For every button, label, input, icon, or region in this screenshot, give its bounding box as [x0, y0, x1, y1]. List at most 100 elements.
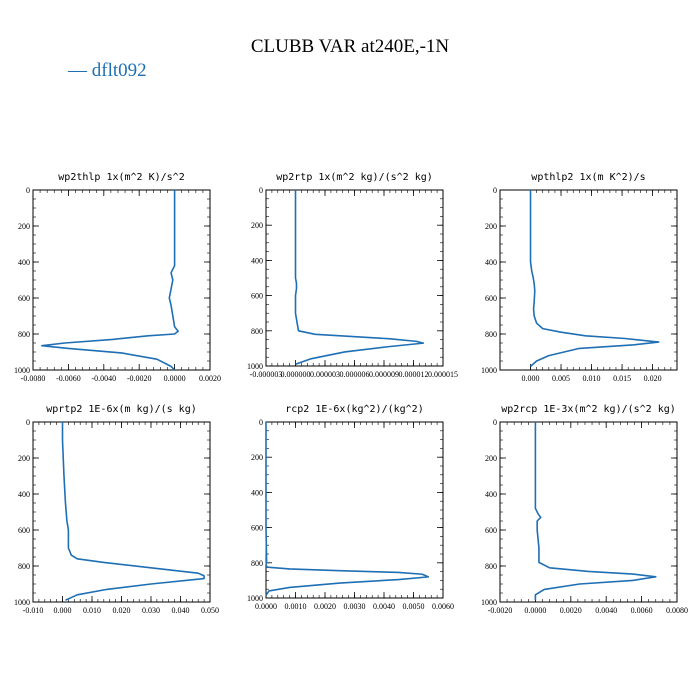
x-tick-label: 0.0040 [373, 602, 395, 611]
series-line [265, 422, 430, 596]
x-tick-label: -0.0040 [91, 374, 116, 383]
y-tick-label: 800 [485, 562, 497, 571]
y-tick-label: 800 [251, 559, 263, 568]
y-tick-label: 400 [485, 490, 497, 499]
chart-title: rcp2 1E-6x(kg^2)/(kg^2) [285, 404, 423, 415]
x-tick-label: 0.0010 [285, 602, 307, 611]
y-tick-label: 400 [251, 256, 263, 265]
y-tick-label: 1000 [247, 594, 263, 603]
y-tick-label: 600 [485, 294, 497, 303]
plot-frame [32, 421, 211, 603]
y-tick-label: 200 [18, 222, 30, 231]
legend: — dflt092 [68, 60, 147, 82]
y-tick-label: 0 [259, 418, 263, 427]
y-tick-label: 600 [251, 524, 263, 533]
y-tick-label: 400 [485, 258, 497, 267]
y-tick-label: 800 [18, 330, 30, 339]
series-line [294, 190, 425, 365]
series-line [41, 190, 179, 371]
x-tick-label: 0.015 [613, 374, 631, 383]
y-tick-label: 0 [493, 418, 497, 427]
x-tick-label: 0.000000 [281, 370, 311, 379]
x-tick-label: 0.0050 [403, 602, 425, 611]
chart-panel-1: wp2thlp 1x(m^2 K)/s^2 -0.0080 -0.0060 -0.00… [14, 172, 221, 383]
y-tick-label: 0 [493, 186, 497, 195]
x-tick-label: 0.0020 [199, 374, 221, 383]
y-tick-label: 1000 [481, 598, 497, 607]
x-tick-label: 0.000 [54, 606, 72, 615]
y-tick-label: 1000 [14, 366, 30, 375]
x-tick-label: 0.000015 [428, 370, 458, 379]
x-tick-label: 0.010 [83, 606, 101, 615]
y-tick-label: 200 [251, 221, 263, 230]
x-tick-label: 0.005 [552, 374, 570, 383]
x-tick-label: 0.0060 [432, 602, 454, 611]
y-tick-label: 400 [18, 258, 30, 267]
chart-title: wp2rtp 1x(m^2 kg)/(s^2 kg) [276, 172, 433, 183]
x-tick-label: -0.0060 [56, 374, 81, 383]
x-tick-label: 0.020 [644, 374, 662, 383]
y-tick-label: 800 [18, 562, 30, 571]
y-tick-label: 1000 [14, 598, 30, 607]
x-tick-label: 0.020 [113, 606, 131, 615]
x-tick-label: -0.0020 [127, 374, 152, 383]
y-tick-label: 200 [251, 453, 263, 462]
y-tick-label: 200 [485, 454, 497, 463]
legend-marker: — [68, 60, 87, 81]
x-tick-label: 0.010 [583, 374, 601, 383]
plot-frame [499, 421, 678, 603]
y-tick-label: 0 [259, 186, 263, 195]
y-tick-label: 1000 [247, 362, 263, 371]
y-tick-label: 1000 [481, 366, 497, 375]
x-tick-label: 0.000 [522, 374, 540, 383]
x-tick-label: 0.0040 [595, 606, 617, 615]
y-tick-label: 200 [18, 454, 30, 463]
y-tick-label: 800 [251, 327, 263, 336]
y-tick-label: 600 [18, 526, 30, 535]
y-tick-label: 400 [18, 490, 30, 499]
chart-title: wpthlp2 1x(m K^2)/s [531, 172, 645, 183]
chart-panel-2: wp2rtp 1x(m^2 kg)/(s^2 kg)-0.0000030.000… [247, 172, 458, 379]
chart-panel-5: rcp2 1E-6x(kg^2)/(kg^2) 0.0000 0.0010 0.002… [247, 404, 454, 611]
chart-panel-6: wp2rcp 1E-3x(m^2 kg)/(s^2 kg) -0.0020 0.00… [481, 404, 688, 615]
x-tick-label: 0.000003 [310, 370, 340, 379]
y-tick-label: 200 [485, 222, 497, 231]
x-tick-label: 0.0030 [344, 602, 366, 611]
chart-panel-3: wpthlp2 1x(m K^2)/s 0.000 0.005 0.010 0.015 0… [481, 172, 678, 383]
series-line [61, 422, 205, 601]
y-tick-label: 600 [485, 526, 497, 535]
x-tick-label: 0.040 [172, 606, 190, 615]
series-line [529, 190, 660, 367]
x-tick-label: 0.0060 [631, 606, 653, 615]
page-title: CLUBB VAR at240E,-1N [250, 36, 450, 57]
y-tick-label: 0 [26, 418, 30, 427]
x-tick-label: -0.000003 [250, 370, 283, 379]
chart-title: wp2rcp 1E-3x(m^2 kg)/(s^2 kg) [501, 404, 676, 415]
y-tick-label: 600 [251, 292, 263, 301]
x-tick-label: 0.050 [201, 606, 219, 615]
x-tick-label: 0.0000 [524, 606, 546, 615]
y-tick-label: 0 [26, 186, 30, 195]
y-tick-label: 800 [485, 330, 497, 339]
x-tick-label: 0.000009 [369, 370, 399, 379]
series-line [534, 422, 657, 601]
y-tick-label: 600 [18, 294, 30, 303]
plot-frame [265, 189, 444, 367]
chart-panel-4: wprtp2 1E-6x(m kg)/(s kg) -0.010 0.000 0.01… [14, 404, 219, 615]
x-tick-label: 0.0020 [560, 606, 582, 615]
x-tick-label: 0.030 [142, 606, 160, 615]
x-tick-label: -0.010 [23, 606, 44, 615]
chart-title: wp2thlp 1x(m^2 K)/s^2 [58, 172, 184, 183]
x-tick-label: 0.0080 [666, 606, 688, 615]
x-tick-label: -0.0020 [488, 606, 513, 615]
x-tick-label: 0.000006 [340, 370, 370, 379]
x-tick-label: -0.0080 [21, 374, 46, 383]
x-tick-label: 0.000012 [399, 370, 429, 379]
y-tick-label: 400 [251, 488, 263, 497]
legend-label: dflt092 [91, 60, 147, 81]
chart-title: wprtp2 1E-6x(m kg)/(s kg) [46, 404, 197, 415]
x-tick-label: 0.0000 [255, 602, 277, 611]
x-tick-label: 0.0000 [164, 374, 186, 383]
x-tick-label: 0.0020 [314, 602, 336, 611]
